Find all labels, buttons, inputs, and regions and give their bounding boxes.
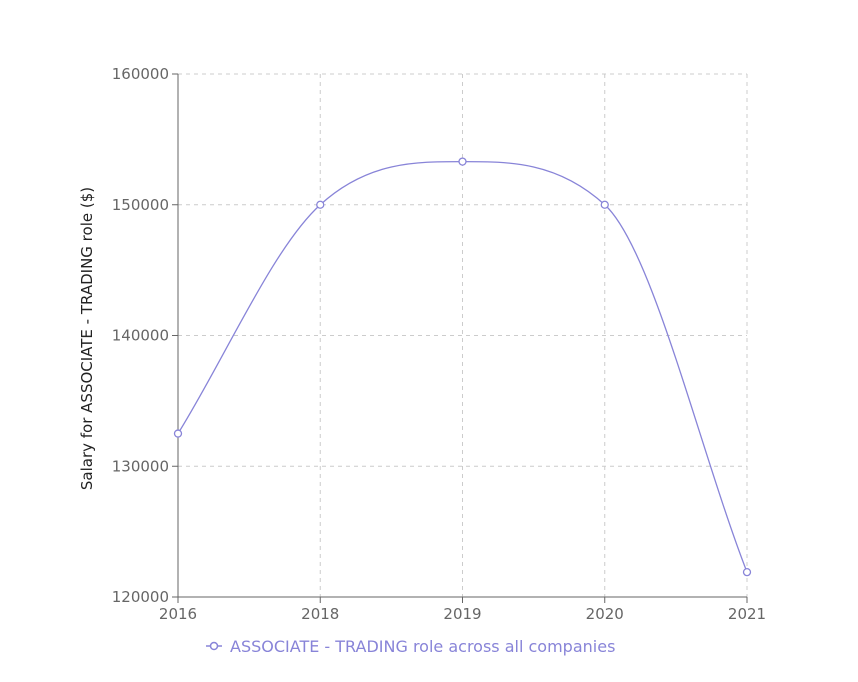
y-tick-label: 130000 (112, 457, 169, 475)
data-point[interactable] (600, 200, 609, 209)
x-axis-ticks: 2016 2018 2019 2020 2021 (159, 597, 766, 623)
series-points[interactable] (173, 157, 752, 577)
x-tick-label: 2018 (301, 605, 339, 623)
legend[interactable]: ASSOCIATE - TRADING role across all comp… (206, 637, 615, 656)
chart-grid (177, 73, 748, 598)
x-tick-label: 2019 (443, 605, 481, 623)
y-tick-label: 140000 (112, 327, 169, 345)
legend-label: ASSOCIATE - TRADING role across all comp… (230, 637, 615, 656)
y-axis-ticks: 120000 130000 140000 150000 160000 (112, 65, 178, 606)
legend-dot-marker (209, 641, 219, 651)
y-tick-label: 160000 (112, 65, 169, 83)
y-tick-label: 120000 (112, 588, 169, 606)
y-tick-label: 150000 (112, 196, 169, 214)
data-point[interactable] (316, 200, 325, 209)
data-point[interactable] (742, 568, 752, 577)
x-tick-label: 2016 (159, 605, 197, 623)
x-tick-label: 2021 (728, 605, 766, 623)
data-point[interactable] (173, 429, 183, 438)
series-line (177, 160, 748, 573)
data-point[interactable] (458, 157, 467, 166)
x-tick-label: 2020 (586, 605, 624, 623)
y-axis-title: Salary for ASSOCIATE - TRADING role ($) (78, 187, 96, 490)
